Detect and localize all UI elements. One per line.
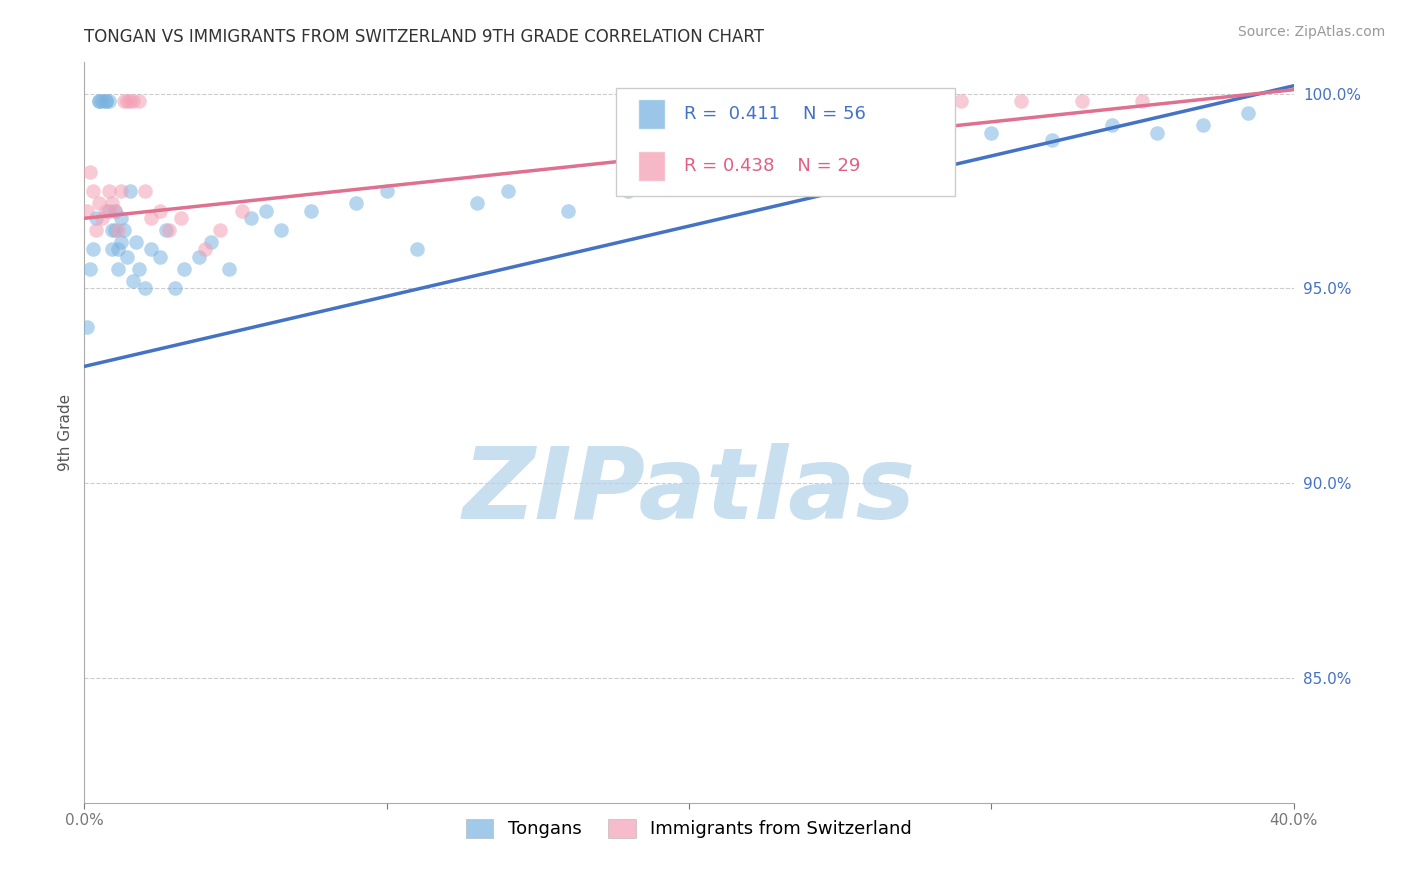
Point xyxy=(110,235,132,249)
Point xyxy=(194,243,217,257)
Point xyxy=(89,95,111,109)
Text: Source: ZipAtlas.com: Source: ZipAtlas.com xyxy=(1237,25,1385,39)
Point xyxy=(128,262,150,277)
Point xyxy=(139,211,162,226)
Point xyxy=(97,184,120,198)
Point xyxy=(496,184,519,198)
Text: ZIPatlas: ZIPatlas xyxy=(463,443,915,541)
Point xyxy=(107,262,129,277)
Point xyxy=(89,195,111,210)
Bar xyxy=(638,152,665,181)
Point xyxy=(118,184,141,198)
Point xyxy=(115,250,138,264)
Point xyxy=(1101,118,1123,132)
Point xyxy=(100,243,122,257)
Point xyxy=(1237,106,1260,120)
Point xyxy=(155,223,177,237)
Point xyxy=(738,164,761,178)
Point xyxy=(76,203,98,218)
Point xyxy=(79,164,101,178)
Point xyxy=(94,203,117,218)
Point xyxy=(94,95,117,109)
Point xyxy=(107,243,129,257)
Point xyxy=(110,184,132,198)
Point xyxy=(1040,133,1063,147)
Text: TONGAN VS IMMIGRANTS FROM SWITZERLAND 9TH GRADE CORRELATION CHART: TONGAN VS IMMIGRANTS FROM SWITZERLAND 9T… xyxy=(84,28,765,45)
Point xyxy=(125,235,148,249)
Point xyxy=(467,195,489,210)
Point xyxy=(115,95,138,109)
Point xyxy=(299,203,322,218)
Point xyxy=(107,223,129,237)
Point xyxy=(134,281,156,295)
Point xyxy=(118,95,141,109)
Point xyxy=(97,203,120,218)
Point xyxy=(100,223,122,237)
Point xyxy=(97,95,120,109)
Point xyxy=(110,211,132,226)
Point xyxy=(218,262,240,277)
Point xyxy=(980,126,1002,140)
Point xyxy=(1146,126,1168,140)
Point xyxy=(173,262,195,277)
Point xyxy=(859,133,882,147)
Point xyxy=(557,203,579,218)
Point xyxy=(799,145,821,159)
Point xyxy=(617,184,640,198)
Point xyxy=(170,211,193,226)
Point xyxy=(91,211,114,226)
Point xyxy=(91,95,114,109)
Point xyxy=(254,203,277,218)
Point xyxy=(209,223,232,237)
Point xyxy=(157,223,180,237)
Point xyxy=(375,184,398,198)
Point xyxy=(104,203,127,218)
Y-axis label: 9th Grade: 9th Grade xyxy=(58,394,73,471)
Text: R =  0.411    N = 56: R = 0.411 N = 56 xyxy=(685,105,866,123)
Point xyxy=(104,223,127,237)
Point xyxy=(104,203,127,218)
Point xyxy=(1011,95,1033,109)
Bar xyxy=(638,99,665,129)
Point xyxy=(165,281,187,295)
Point xyxy=(100,195,122,210)
Text: R = 0.438    N = 29: R = 0.438 N = 29 xyxy=(685,157,860,175)
Point xyxy=(239,211,262,226)
Point xyxy=(79,262,101,277)
Point xyxy=(678,172,700,186)
Point xyxy=(1192,118,1215,132)
Point xyxy=(121,274,143,288)
Point xyxy=(270,223,292,237)
Point xyxy=(128,95,150,109)
Point xyxy=(139,243,162,257)
Point xyxy=(231,203,253,218)
Point xyxy=(112,95,135,109)
Point xyxy=(112,223,135,237)
Point xyxy=(200,235,222,249)
Point xyxy=(149,203,172,218)
Point xyxy=(134,184,156,198)
Point xyxy=(94,95,117,109)
Point xyxy=(82,243,104,257)
Point xyxy=(82,184,104,198)
Point xyxy=(149,250,172,264)
Point xyxy=(406,243,429,257)
Bar xyxy=(616,88,955,195)
Point xyxy=(89,95,111,109)
Point xyxy=(86,223,108,237)
Point xyxy=(950,95,973,109)
Legend: Tongans, Immigrants from Switzerland: Tongans, Immigrants from Switzerland xyxy=(458,812,920,846)
Point xyxy=(920,145,942,159)
Point xyxy=(1071,95,1094,109)
Point xyxy=(188,250,211,264)
Point xyxy=(76,320,98,334)
Point xyxy=(1130,95,1153,109)
Point xyxy=(86,211,108,226)
Point xyxy=(121,95,143,109)
Point xyxy=(346,195,368,210)
